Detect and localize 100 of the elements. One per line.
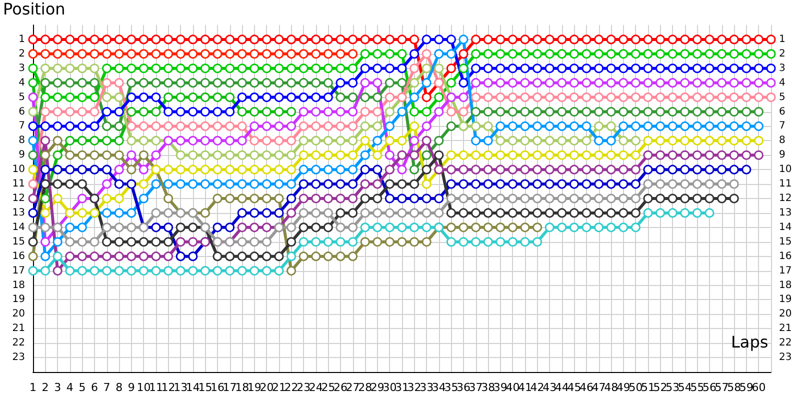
y-tick-label: 14 [12, 222, 25, 233]
y2-tick-label: 6 [779, 106, 786, 118]
x-tick-label: 49 [616, 381, 630, 394]
x-tick-label: 46 [580, 381, 594, 394]
y2-tick-label: 10 [779, 164, 792, 176]
x-tick-label: 20 [260, 381, 274, 394]
x-tick-label: 41 [518, 381, 532, 394]
x-tick-label: 53 [666, 381, 680, 394]
x-tick-label: 15 [198, 381, 212, 394]
x-axis-title: Laps [731, 332, 768, 352]
x-tick-label: 35 [444, 381, 458, 394]
x-tick-label: 12 [161, 381, 176, 394]
y-tick-label: 4 [18, 77, 25, 88]
x-tick-label: 11 [149, 381, 163, 394]
y2-tick-label: 13 [779, 207, 792, 218]
x-tick-label: 24 [308, 381, 323, 394]
y-tick-label: 12 [12, 193, 25, 204]
y-tick-label: 7 [18, 120, 25, 132]
x-tick-label: 1 [30, 381, 36, 394]
x-tick-label: 3 [54, 381, 62, 394]
x-tick-label: 34 [432, 381, 446, 394]
x-tick-label: 17 [222, 381, 237, 394]
x-tick-label: 57 [714, 381, 729, 394]
x-tick-label: 27 [346, 381, 360, 394]
y2-tick-label: 22 [779, 338, 792, 349]
x-tick-label: 13 [174, 381, 188, 394]
x-tick-label: 30 [382, 381, 397, 394]
x-tick-label: 48 [604, 381, 618, 394]
x-tick-label: 2 [42, 381, 49, 394]
x-tick-label: 43 [542, 381, 557, 394]
x-tick-label: 55 [690, 381, 704, 394]
y-tick-label: 18 [12, 280, 25, 291]
y2-tick-label: 9 [779, 150, 786, 161]
y-tick-label: 9 [18, 150, 25, 161]
x-tick-label: 50 [628, 381, 643, 394]
x-tick-label: 31 [395, 381, 409, 394]
y2-tick-label: 21 [779, 323, 792, 334]
x-tick-label: 58 [727, 381, 742, 394]
y-tick-label: 2 [18, 48, 25, 60]
x-tick-label: 6 [91, 381, 98, 394]
y2-tick-label: 4 [779, 77, 786, 88]
x-tick-label: 29 [370, 381, 384, 394]
x-tick-label: 45 [567, 381, 582, 394]
x-tick-label: 25 [321, 381, 336, 394]
x-tick-label: 8 [116, 381, 123, 394]
y-tick-label: 8 [18, 135, 25, 146]
y2-tick-label: 20 [779, 308, 792, 320]
x-tick-label: 52 [653, 381, 668, 394]
y2-tick-label: 12 [779, 193, 792, 204]
x-tick-label: 14 [186, 381, 200, 394]
x-tick-label: 47 [592, 381, 606, 394]
x-tick-label: 33 [420, 381, 434, 394]
y-tick-label: 13 [12, 207, 25, 218]
y2-tick-label: 5 [779, 92, 786, 103]
y2-tick-label: 15 [779, 236, 792, 248]
y2-tick-label: 8 [779, 135, 786, 146]
x-tick-label: 10 [136, 381, 151, 394]
y2-tick-label: 7 [779, 120, 786, 132]
x-tick-label: 39 [493, 381, 508, 394]
x-tick-label: 23 [296, 381, 311, 394]
x-tick-label: 18 [235, 381, 250, 394]
y-tick-label: 16 [12, 250, 25, 262]
y-tick-label: 10 [12, 164, 25, 176]
y-tick-label: 20 [12, 308, 25, 320]
x-tick-label: 5 [78, 381, 86, 394]
y-tick-label: 1 [18, 34, 25, 45]
x-tick-label: 54 [678, 381, 692, 394]
x-tick-label: 40 [506, 381, 520, 394]
x-tick-label: 21 [272, 381, 286, 394]
y-tick-label: 15 [12, 236, 25, 248]
y-tick-label: 19 [12, 294, 25, 306]
x-tick-label: 22 [284, 381, 298, 394]
x-tick-label: 9 [128, 381, 135, 394]
x-tick-label: 28 [358, 381, 372, 394]
x-tick-label: 26 [334, 381, 348, 394]
y2-tick-label: 11 [779, 178, 792, 190]
y-tick-label: 5 [18, 92, 25, 103]
y-tick-label: 11 [12, 178, 25, 190]
y-tick-label: 21 [12, 323, 25, 334]
x-tick-label: 32 [407, 381, 422, 394]
y2-tick-label: 18 [779, 280, 792, 291]
x-tick-label: 7 [103, 381, 110, 394]
x-tick-label: 38 [481, 381, 496, 394]
x-tick-label: 60 [752, 381, 766, 394]
y2-tick-label: 1 [779, 34, 786, 45]
y2-tick-label: 3 [779, 62, 786, 74]
y2-tick-label: 16 [779, 250, 792, 262]
y-tick-label: 23 [12, 352, 25, 364]
y-axis-title: Position [3, 0, 66, 18]
x-tick-label: 44 [554, 381, 569, 394]
y-tick-label: 6 [18, 106, 25, 118]
y-tick-label: 17 [12, 265, 25, 276]
x-tick-label: 36 [456, 381, 470, 394]
x-tick-label: 59 [739, 381, 754, 394]
x-tick-label: 56 [702, 381, 716, 394]
x-tick-label: 4 [66, 381, 74, 394]
y2-tick-label: 19 [779, 294, 792, 306]
y2-tick-label: 14 [779, 222, 792, 233]
y-tick-label: 3 [18, 62, 25, 74]
y2-tick-label: 23 [779, 352, 792, 364]
